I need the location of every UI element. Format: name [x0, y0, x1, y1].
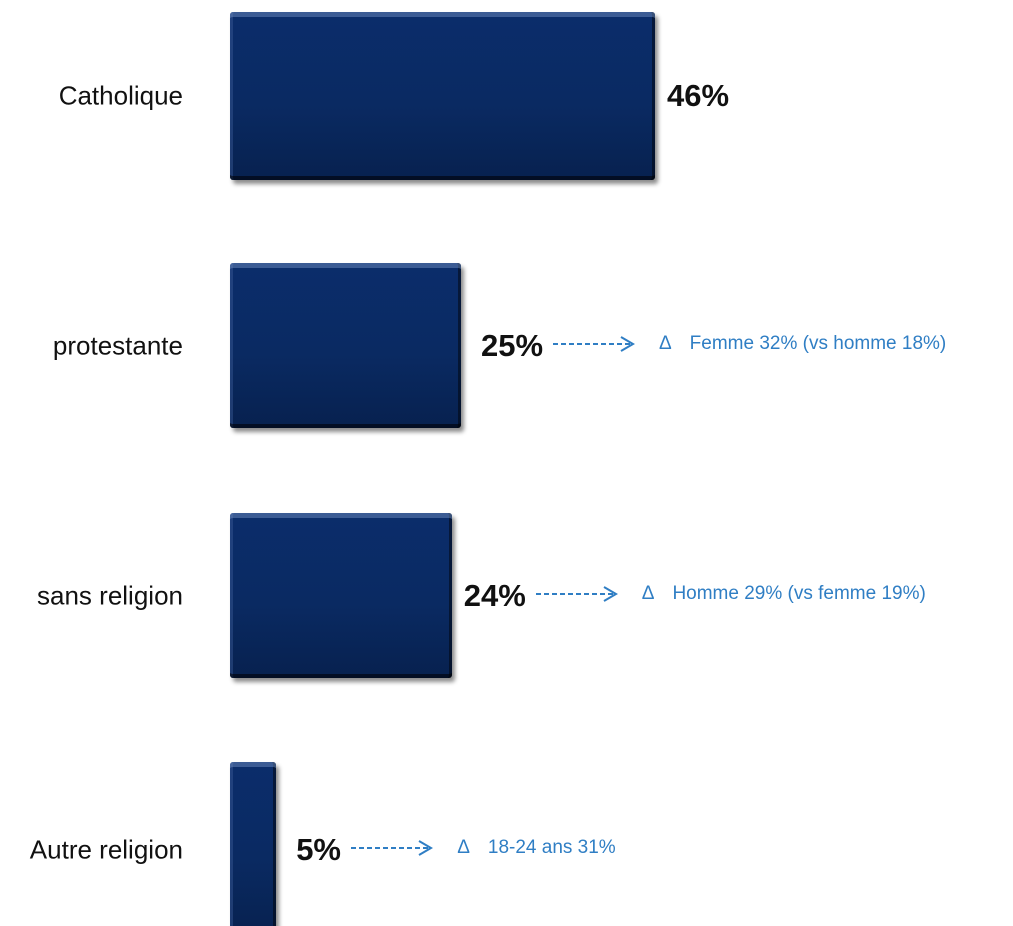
category-label: sans religion	[37, 580, 183, 610]
delta-symbol: Δ	[457, 836, 470, 858]
annotation-note: Δ Homme 29% (vs femme 19%)	[642, 583, 926, 605]
dashed-arrow-icon	[552, 335, 635, 352]
annotation-note: Δ 18-24 ans 31%	[457, 837, 616, 859]
annotation-text: 18-24 ans 31%	[487, 836, 616, 858]
category-label: Catholique	[58, 80, 183, 111]
bar	[230, 12, 655, 180]
bar	[230, 263, 461, 428]
dashed-arrow-icon	[535, 585, 618, 602]
category-label: Autre religion	[29, 834, 183, 864]
annotation-text: Femme 32% (vs homme 18%)	[689, 332, 947, 354]
bar	[230, 762, 277, 926]
annotation-text: Homme 29% (vs femme 19%)	[672, 582, 926, 604]
value-label: 46%	[667, 78, 730, 113]
category-label: protestante	[52, 330, 183, 360]
bar	[230, 513, 452, 678]
dashed-arrow-icon	[351, 839, 434, 856]
delta-symbol: Δ	[658, 332, 672, 354]
delta-symbol: Δ	[641, 582, 655, 604]
annotation-note: Δ Femme 32% (vs homme 18%)	[659, 333, 946, 355]
value-label: 24%	[463, 577, 526, 613]
value-label: 5%	[296, 831, 341, 867]
value-label: 25%	[480, 327, 544, 363]
